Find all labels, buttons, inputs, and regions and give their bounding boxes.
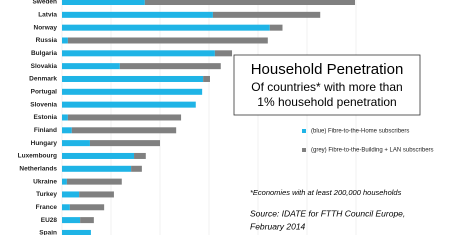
y-tick-label: France (36, 204, 58, 211)
bar (62, 152, 135, 159)
bar (62, 37, 68, 44)
bar (62, 50, 215, 57)
chart-subtitle: 1% household penetration (257, 95, 396, 109)
y-tick-label: Estonia (34, 114, 58, 121)
bar (62, 140, 90, 147)
chart-title: Household Penetration (251, 61, 404, 78)
y-tick-label: Latvia (38, 12, 57, 19)
bar (67, 37, 268, 44)
chart-subtitle: Of countries* with more than (251, 80, 402, 94)
bar (62, 191, 80, 198)
bar (62, 165, 132, 172)
y-tick-label: Spain (39, 230, 57, 235)
bar (214, 50, 233, 57)
bar (62, 114, 68, 121)
bar (80, 217, 94, 224)
bar (62, 75, 204, 82)
legend-label: (blue) Fibre-to-the-Home subscribers (311, 129, 409, 135)
y-tick-label: Norway (34, 24, 58, 31)
bar (212, 11, 321, 18)
y-tick-label: Russia (36, 37, 58, 44)
bar (62, 217, 81, 224)
y-tick-label: Netherlands (19, 166, 57, 173)
bar (71, 127, 177, 134)
source: Source: IDATE for FTTH Council Europe, (250, 208, 405, 218)
bar (62, 63, 120, 70)
legend-swatch (302, 148, 306, 152)
legend-label: (grey) Fibre-to-the-Building + LAN subsc… (311, 148, 434, 154)
bar (79, 191, 114, 198)
y-tick-label: EU28 (41, 217, 58, 224)
y-tick-label: Bulgaria (31, 50, 57, 57)
y-tick-label: Finland (34, 127, 57, 134)
bar (62, 178, 67, 185)
bar (62, 11, 213, 18)
y-tick-label: Sweden (32, 0, 57, 6)
bar (69, 204, 105, 211)
bar (119, 63, 221, 70)
bar (62, 229, 91, 235)
bar (62, 0, 145, 5)
bar (144, 0, 356, 5)
bar (62, 24, 270, 31)
y-tick-label: Hungary (31, 140, 58, 147)
y-tick-label: Slovakia (31, 63, 58, 70)
note: *Economies with at least 200,000 househo… (250, 188, 402, 197)
bar (269, 24, 283, 31)
bar (62, 88, 203, 95)
bar (62, 204, 70, 211)
bar (131, 165, 142, 172)
bar (134, 152, 146, 159)
bar (62, 127, 72, 134)
title-box (233, 54, 421, 116)
bar (66, 178, 122, 185)
y-tick-label: Luxembourg (18, 153, 57, 160)
source: February 2014 (250, 221, 306, 231)
bar (89, 140, 160, 147)
bars: Sweden Latvia Norway Russia Bulgaria Slovakia… (18, 0, 434, 235)
y-tick-label: Turkey (36, 191, 57, 198)
y-tick-label: Ukraine (33, 178, 57, 185)
y-tick-label: Slovenia (30, 101, 57, 108)
bar (203, 75, 210, 82)
bar (62, 101, 196, 108)
bar (67, 114, 182, 121)
legend-swatch (302, 129, 306, 133)
chart: Sweden Latvia Norway Russia Bulgaria Slovakia… (18, 0, 434, 235)
y-tick-label: Denmark (29, 76, 57, 83)
y-tick-label: Portugal (31, 89, 58, 96)
